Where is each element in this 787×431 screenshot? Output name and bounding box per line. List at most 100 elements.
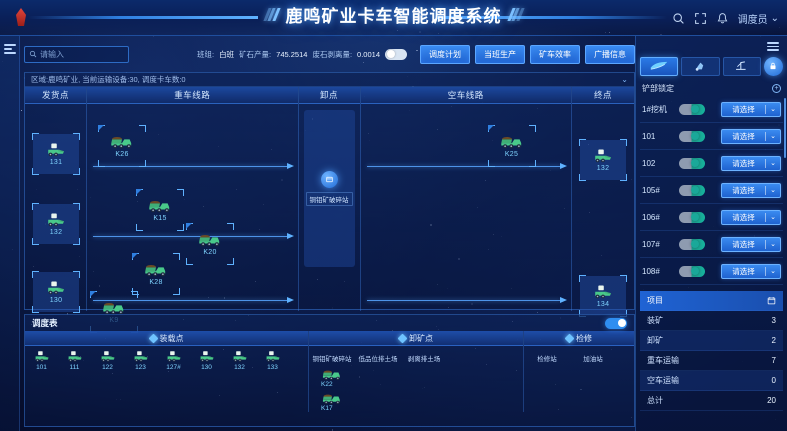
repair-destination-1[interactable]: 加油站 [570,349,616,363]
lock-row-select[interactable]: 请选择 ⌄ [721,264,781,279]
tab-shovel[interactable] [681,57,719,76]
user-name: 调度员 [738,11,768,26]
lock-row-select[interactable]: 请选择 ⌄ [721,102,781,117]
repair-destination-label: 加油站 [583,353,603,363]
board-collapse-icon[interactable]: ⌄ [621,75,628,84]
column-end-point: 终点 132 134 [572,87,634,311]
fullscreen-icon[interactable] [694,12,707,25]
load-point-132[interactable]: 132 [223,349,256,372]
lock-row-select[interactable]: 请选择 ⌄ [721,156,781,171]
ore-label: 矿石产量: [239,49,271,60]
lock-row-toggle[interactable] [679,266,705,277]
tab-drill[interactable] [723,57,761,76]
lock-row-toggle[interactable] [679,131,705,142]
toolbar-button-0[interactable]: 调度计划 [420,45,470,64]
chevron-down-icon: ⌄ [766,105,780,113]
lock-row-select-value: 请选择 [722,131,765,142]
dispatch-truck-K22[interactable]: K22 [321,368,343,388]
start-point-label: 132 [50,229,63,236]
tab-truck[interactable] [640,57,678,76]
unload-destination-1[interactable]: 低品位排土场 [355,349,401,412]
stats-row-value: 3 [772,316,776,325]
unload-point-card[interactable]: 铜钼矿破碎站 [304,110,355,267]
loaded-truck-K20[interactable]: K20 [187,224,233,264]
shift-value: 白班 [219,49,234,60]
empty-truck-K25[interactable]: K25 [489,126,535,166]
load-point-101[interactable]: 101 [25,349,58,372]
column-header-loaded: 重车线路 [87,87,298,104]
user-menu[interactable]: 调度员 ⌄ [738,11,779,26]
column-header-unload: 卸点 [299,87,360,104]
unload-point-name: 铜钼矿破碎站 [306,192,353,206]
plus-circle-icon[interactable]: + [772,84,781,93]
toolbar-button-3[interactable]: 广播信息 [585,45,635,64]
stats-row-value: 2 [772,336,776,345]
lock-row-toggle[interactable] [679,104,705,115]
start-point-132[interactable]: 132 [33,204,79,244]
lock-row-name: 106# [642,213,675,222]
app-title-wrap: 鹿鸣矿业卡车智能调度系统 [266,2,522,27]
search-input[interactable]: 请输入 [24,46,129,63]
stats-toggle[interactable] [385,49,407,60]
end-point-132[interactable]: 132 [580,140,626,180]
dispatch-table-toggle[interactable] [605,318,627,329]
load-point-130[interactable]: 130 [190,349,223,372]
column-unload-point: 卸点 铜钼矿破碎站 [299,87,361,311]
start-point-131[interactable]: 131 [33,134,79,174]
menu-toggle-button[interactable] [4,44,16,54]
end-point-134[interactable]: 134 [580,276,626,316]
dispatch-table: 调度表 装载点 101 111 122 123 127# 130 132 133 卸矿点 铜钼… [24,314,635,427]
lock-row-name: 1#挖机 [642,104,675,115]
stats-header: 项目 [640,291,783,311]
lock-row-select[interactable]: 请选择 ⌄ [721,183,781,198]
lock-row-toggle[interactable] [679,185,705,196]
board-note-bar: 区域:鹿鸣矿业, 当前运输设备:30, 调度卡车数:0 ⌄ [25,73,634,87]
unload-destination-0[interactable]: 铜钼矿破碎站 K22 K17 [309,349,355,412]
dispatch-truck-K17[interactable]: K17 [321,392,343,412]
repair-destination-0[interactable]: 检修站 [524,349,570,363]
unload-destination-2[interactable]: 剥离排土场 [401,349,447,412]
lock-row-select-value: 请选择 [722,104,765,115]
bell-icon[interactable] [716,12,729,25]
toolbar-button-1[interactable]: 当班生产 [475,45,525,64]
loaded-truck-K26[interactable]: K26 [99,126,145,166]
lock-row-toggle[interactable] [679,212,705,223]
load-point-122[interactable]: 122 [91,349,124,372]
lock-row-toggle[interactable] [679,239,705,250]
search-icon[interactable] [672,12,685,25]
start-point-130[interactable]: 130 [33,272,79,312]
stats-row-value: 0 [772,376,776,385]
truck-icon [499,134,525,149]
load-point-label: 123 [135,364,146,371]
column-body-empty: K25 [361,104,572,311]
load-point-123[interactable]: 123 [124,349,157,372]
loaded-truck-K28[interactable]: K28 [133,254,179,294]
chevron-down-icon: ⌄ [766,186,780,194]
ore-value: 745.2514 [276,50,307,59]
dispatch-system-app: 鹿鸣矿业卡车智能调度系统 调度员 ⌄ 请输入 [0,0,787,431]
load-point-111[interactable]: 111 [58,349,91,372]
lock-row-select[interactable]: 请选择 ⌄ [721,210,781,225]
lock-row-select[interactable]: 请选择 ⌄ [721,129,781,144]
diamond-icon [398,333,408,343]
right-panel-tabs [640,56,783,76]
lock-row-select[interactable]: 请选择 ⌄ [721,237,781,252]
load-point-133[interactable]: 133 [256,349,289,372]
waste-value: 0.0014 [357,50,380,59]
lock-row-toggle[interactable] [679,158,705,169]
dispatch-group-header-unload: 卸矿点 [309,331,523,346]
loaded-truck-K15[interactable]: K15 [137,190,183,230]
truck-label: K25 [505,151,518,158]
lock-icon[interactable] [764,57,783,76]
column-empty-route: 空车线路 K25 [361,87,573,311]
right-panel-scrollbar[interactable] [784,98,786,158]
load-point-127#[interactable]: 127# [157,349,190,372]
app-header: 鹿鸣矿业卡车智能调度系统 调度员 ⌄ [0,0,787,36]
excavator-icon [264,350,282,363]
calendar-icon[interactable] [767,296,776,305]
toolbar-button-2[interactable]: 矿车效率 [530,45,580,64]
load-point-label: 130 [201,364,212,371]
right-panel-menu-button[interactable] [767,42,779,51]
excavator-icon [45,280,67,296]
flow-arrow-empty-2 [367,300,562,301]
